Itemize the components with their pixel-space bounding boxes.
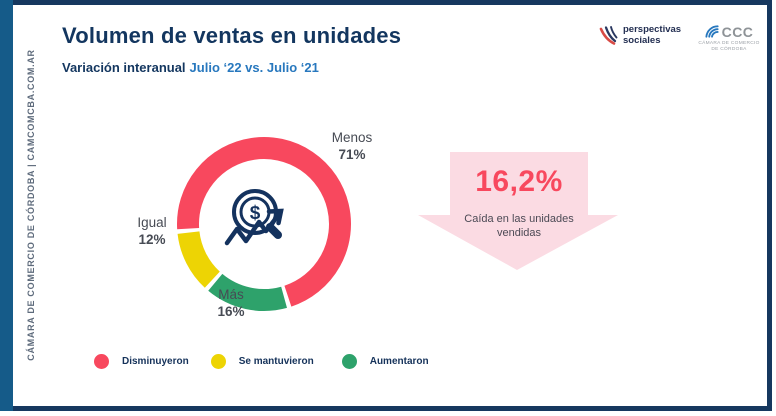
chart-legend: Disminuyeron Se mantuvieron Aumentaron (94, 353, 429, 369)
down-arrow-shape (418, 152, 618, 270)
legend-dot-green (341, 353, 357, 369)
legend-item-se-mantuvieron: Se mantuvieron (210, 353, 314, 369)
page-title: Volumen de ventas en unidades (62, 23, 402, 48)
sidebar-vertical-text: CÁMARA DE COMERCIO DE CÓRDOBA | CAMCOMCB… (26, 49, 36, 361)
donut-segment-menos (177, 137, 351, 307)
page-subtitle: Variación interanual Julio ‘22 vs. Julio … (62, 60, 319, 75)
legend-dot-yellow (210, 353, 226, 369)
perspectivas-sociales-logo: perspectivas sociales (598, 24, 682, 46)
svg-text:$: $ (250, 203, 261, 224)
slice-label-mas: Más 16% (217, 287, 245, 319)
subtitle-period: Julio ‘22 vs. Julio ‘21 (189, 60, 319, 75)
ccc-logo-icon (705, 25, 719, 38)
slice-label-igual: Igual 12% (137, 215, 167, 247)
down-arrow-polygon (418, 152, 618, 270)
money-trend-icon: $ (224, 189, 284, 246)
legend-dot-red (94, 353, 109, 369)
ccc-logo-caption: CÁMARA DE COMERCIO DE CÓRDOBA (698, 41, 760, 52)
left-accent-bar (0, 0, 13, 411)
ccc-logo-acronym: CCC (721, 24, 754, 40)
perspectivas-logo-text: perspectivas sociales (623, 24, 682, 46)
highlight-value: 16,2% (475, 165, 563, 198)
legend-item-aumentaron: Aumentaron (341, 353, 429, 369)
highlight-caption: Caída en las unidades vendidas (464, 213, 574, 239)
legend-item-disminuyeron: Disminuyeron (94, 353, 189, 369)
perspectivas-logo-icon (599, 26, 618, 45)
donut-segment-igual (177, 230, 221, 288)
subtitle-label: Variación interanual (62, 60, 186, 75)
donut-segment-más (208, 273, 287, 311)
ccc-logo: CCC CÁMARA DE COMERCIO DE CÓRDOBA (692, 24, 766, 53)
donut-chart (177, 137, 351, 311)
slice-label-menos: Menos 71% (331, 130, 373, 162)
